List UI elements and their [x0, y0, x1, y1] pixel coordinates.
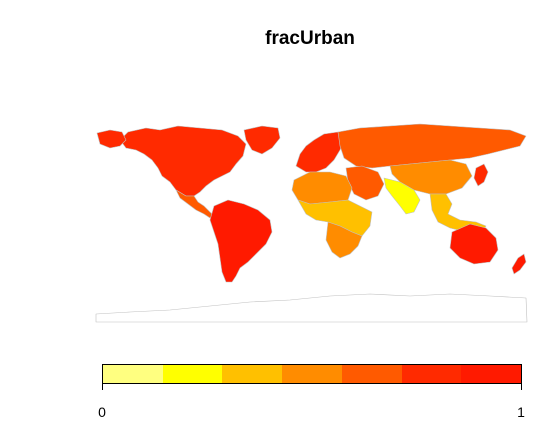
greenland-region: [243, 125, 281, 155]
southeast-asia-region: [429, 193, 487, 233]
map-title: fracUrban: [265, 28, 355, 49]
legend-swatch-4: [282, 365, 342, 383]
legend-tick-max: [521, 384, 522, 390]
legend-swatch-1: [103, 365, 163, 383]
sub-saharan-africa-region: [297, 199, 373, 237]
alaska-region: [96, 129, 127, 149]
southern-africa-region: [325, 221, 363, 259]
color-legend-bar: [102, 364, 522, 384]
legend-swatch-7: [461, 365, 522, 383]
legend-min-label: 0: [98, 404, 106, 420]
legend-swatch-5: [341, 365, 402, 383]
russia-region: [337, 123, 527, 169]
north-america-region: [119, 125, 247, 197]
legend-swatch-2: [162, 365, 223, 383]
legend-swatch-3: [222, 365, 283, 383]
legend-swatch-6: [401, 365, 462, 383]
south-america-region: [209, 199, 273, 283]
western-europe-region: [295, 131, 345, 173]
middle-east-region: [345, 165, 385, 201]
legend-tick-min: [102, 384, 103, 390]
south-asia-region: [383, 177, 421, 215]
new-zealand-region: [511, 253, 527, 275]
japan-region: [473, 163, 489, 187]
australia-region: [449, 223, 499, 265]
antarctica-region: [95, 293, 528, 323]
legend-max-label: 1: [517, 404, 525, 420]
north-africa-region: [291, 171, 353, 205]
